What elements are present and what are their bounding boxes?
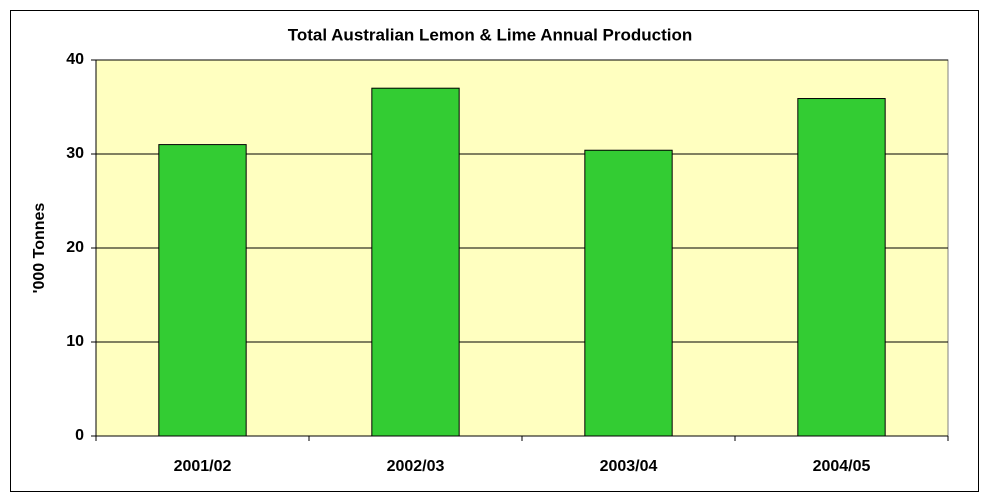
y-tick-label: 20: [66, 239, 84, 256]
bar: [584, 149, 673, 437]
y-tick-label: 30: [66, 145, 84, 162]
y-tick-label: 40: [66, 51, 84, 68]
x-tick-label: 2003/04: [600, 458, 658, 475]
x-tick-label: 2001/02: [174, 458, 232, 475]
y-axis-label: '000 Tonnes: [31, 203, 48, 294]
bar: [158, 144, 247, 437]
chart-title: Total Australian Lemon & Lime Annual Pro…: [288, 25, 693, 44]
bar: [797, 98, 886, 437]
y-tick-label: 0: [75, 427, 84, 444]
y-tick-label: 10: [66, 333, 84, 350]
x-tick-label: 2004/05: [813, 458, 871, 475]
bar: [371, 87, 460, 437]
x-tick-label: 2002/03: [387, 458, 445, 475]
